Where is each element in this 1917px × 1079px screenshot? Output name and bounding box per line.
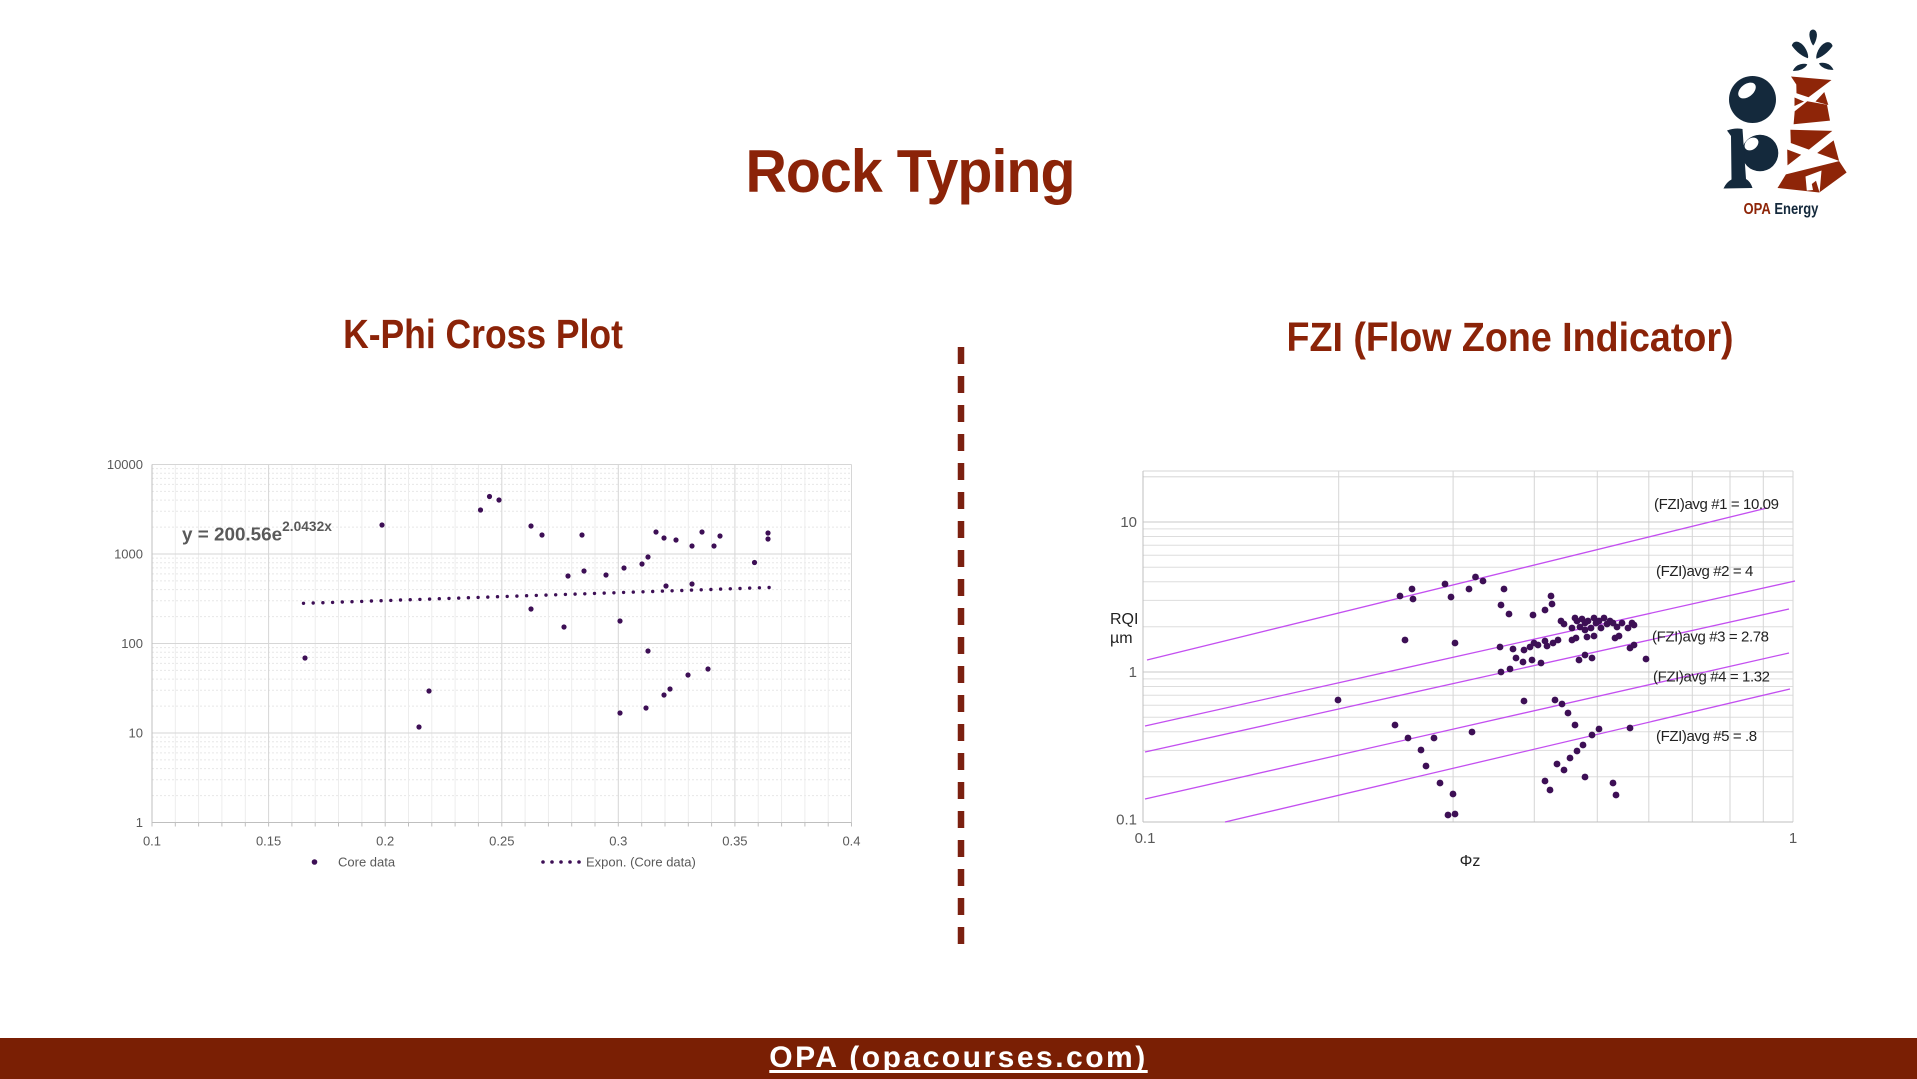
svg-text:0.15: 0.15 [256,834,281,849]
svg-text:(FZI)avg #3 = 2.78: (FZI)avg #3 = 2.78 [1652,629,1769,646]
svg-text:Φz: Φz [1460,853,1481,870]
svg-text:y = 200.56e2.0432x: y = 200.56e2.0432x [182,519,332,544]
svg-text:1: 1 [1789,830,1797,847]
svg-text:0.35: 0.35 [722,834,747,849]
svg-text:1000: 1000 [114,547,143,562]
svg-text:Expon. (Core data): Expon. (Core data) [586,855,696,870]
svg-text:(FZI)avg #2 = 4: (FZI)avg #2 = 4 [1656,563,1753,580]
svg-text:0.3: 0.3 [609,834,627,849]
svg-text:1: 1 [136,815,143,830]
svg-text:0.1: 0.1 [143,834,161,849]
svg-text:10: 10 [129,726,143,741]
svg-text:(FZI)avg #5 = .8: (FZI)avg #5 = .8 [1656,728,1757,745]
svg-text:µm: µm [1110,630,1133,647]
svg-text:Core data: Core data [338,855,396,870]
svg-text:100: 100 [121,636,143,651]
svg-text:0.4: 0.4 [842,834,860,849]
svg-text:10: 10 [1120,514,1137,531]
svg-text:(FZI)avg #4 = 1.32: (FZI)avg #4 = 1.32 [1653,669,1770,686]
svg-text:(FZI)avg #1 = 10.09: (FZI)avg #1 = 10.09 [1654,496,1779,513]
svg-text:RQI: RQI [1110,611,1138,628]
svg-text:0.2: 0.2 [376,834,394,849]
svg-text:1: 1 [1129,664,1137,681]
svg-text:OPA Energy: OPA Energy [1744,201,1819,218]
svg-text:0.1: 0.1 [1116,812,1137,829]
svg-text:0.25: 0.25 [489,834,514,849]
svg-text:10000: 10000 [107,457,143,472]
svg-text:0.1: 0.1 [1135,830,1156,847]
